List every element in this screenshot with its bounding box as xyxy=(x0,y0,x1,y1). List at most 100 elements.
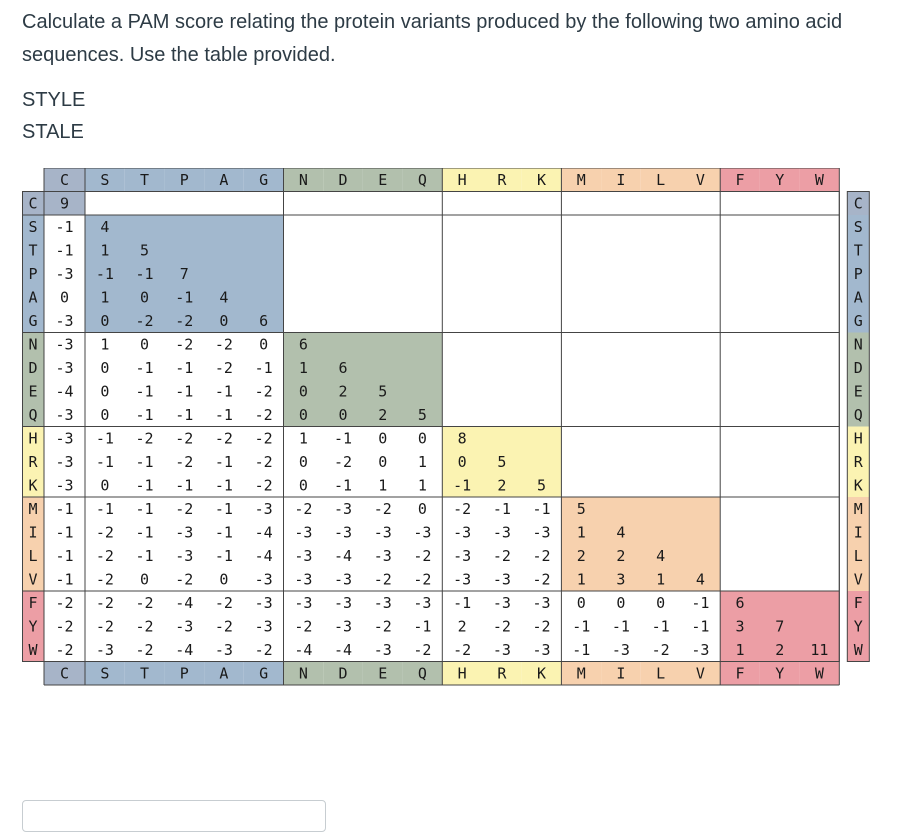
score-R-N: 0 xyxy=(299,453,308,471)
score-Y-N: -2 xyxy=(294,617,312,635)
score-M-E: -2 xyxy=(374,500,392,518)
score-R-E: 0 xyxy=(378,453,387,471)
score-W-C: -2 xyxy=(55,641,73,659)
score-R-D: -2 xyxy=(334,453,352,471)
score-H-A: -2 xyxy=(215,429,233,447)
score-V-H: -3 xyxy=(453,570,471,588)
score-F-I: 0 xyxy=(616,594,625,612)
score-Y-E: -2 xyxy=(374,617,392,635)
score-I-C: -1 xyxy=(55,523,73,541)
score-N-N: 6 xyxy=(299,335,308,353)
row-header-W: W xyxy=(28,641,38,659)
footer-cell xyxy=(164,661,205,685)
score-Q-C: -3 xyxy=(55,406,73,424)
row-header-right-T: T xyxy=(854,241,863,259)
column-footer-A: A xyxy=(219,664,228,682)
score-F-S: -2 xyxy=(96,594,114,612)
score-N-S: 1 xyxy=(100,335,109,353)
score-L-N: -3 xyxy=(294,547,312,565)
row-header-right-Y: Y xyxy=(854,617,863,635)
row-label-cell-right xyxy=(847,638,870,662)
column-header-W: W xyxy=(815,171,825,189)
header-cell xyxy=(402,168,443,192)
score-N-G: 0 xyxy=(259,335,268,353)
footer-cell xyxy=(283,661,324,685)
score-N-A: -2 xyxy=(215,335,233,353)
score-R-S: -1 xyxy=(96,453,114,471)
score-I-K: -3 xyxy=(533,523,551,541)
score-W-L: -2 xyxy=(652,641,670,659)
score-M-P: -2 xyxy=(175,500,193,518)
header-cell xyxy=(482,168,522,192)
score-M-H: -2 xyxy=(453,500,471,518)
score-D-C: -3 xyxy=(55,359,73,377)
score-A-S: 1 xyxy=(100,288,109,306)
row-label-cell xyxy=(22,591,44,615)
header-cell xyxy=(601,168,641,192)
row-header-S: S xyxy=(28,218,37,236)
score-R-R: 5 xyxy=(497,453,506,471)
score-W-A: -3 xyxy=(215,641,233,659)
column-header-L: L xyxy=(656,171,665,189)
group-block xyxy=(720,591,840,662)
header-cell xyxy=(44,168,85,192)
score-Y-C: -2 xyxy=(55,617,73,635)
score-G-A: 0 xyxy=(219,312,228,330)
column-footer-W: W xyxy=(815,664,825,682)
score-L-K: -2 xyxy=(533,547,551,565)
score-W-W: 11 xyxy=(810,641,828,659)
row-header-Q: Q xyxy=(28,406,37,424)
column-footer-F: F xyxy=(736,664,745,682)
column-header-N: N xyxy=(299,171,308,189)
row-header-right-L: L xyxy=(854,547,863,565)
score-C-C: 9 xyxy=(60,194,69,212)
score-W-R: -3 xyxy=(493,641,511,659)
column-header-F: F xyxy=(736,171,745,189)
score-R-H: 0 xyxy=(458,453,467,471)
score-K-H: -1 xyxy=(453,476,471,494)
score-G-T: -2 xyxy=(136,312,154,330)
score-L-C: -1 xyxy=(55,547,73,565)
score-Y-T: -2 xyxy=(136,617,154,635)
column-header-I: I xyxy=(616,171,625,189)
score-W-M: -1 xyxy=(572,641,590,659)
score-E-S: 0 xyxy=(100,382,109,400)
header-cell xyxy=(85,168,125,192)
footer-cell xyxy=(402,661,443,685)
score-M-N: -2 xyxy=(294,500,312,518)
row-label-cell-right xyxy=(847,473,870,497)
footer-cell xyxy=(720,661,760,685)
score-K-R: 2 xyxy=(497,476,506,494)
answer-input[interactable] xyxy=(22,800,326,832)
row-label-cell-right xyxy=(847,614,870,638)
score-P-C: -3 xyxy=(55,265,73,283)
score-E-C: -4 xyxy=(55,382,73,400)
score-R-Q: 1 xyxy=(418,453,427,471)
row-label-cell xyxy=(22,356,44,380)
score-Q-N: 0 xyxy=(299,406,308,424)
score-Q-D: 0 xyxy=(339,406,348,424)
score-V-L: 1 xyxy=(656,570,665,588)
header-cell xyxy=(521,168,562,192)
group-block xyxy=(561,497,721,591)
row-header-H: H xyxy=(28,429,37,447)
column-footer-N: N xyxy=(299,664,308,682)
score-G-C: -3 xyxy=(55,312,73,330)
column-footer-S: S xyxy=(100,664,109,682)
score-M-K: -1 xyxy=(533,500,551,518)
row-header-right-N: N xyxy=(854,335,863,353)
score-W-G: -2 xyxy=(255,641,273,659)
score-E-D: 2 xyxy=(339,382,348,400)
row-label-cell xyxy=(22,285,44,309)
score-F-E: -3 xyxy=(374,594,392,612)
row-header-right-G: G xyxy=(854,312,863,330)
row-label-cell xyxy=(22,215,44,239)
row-label-cell xyxy=(22,497,44,521)
row-header-right-H: H xyxy=(854,429,863,447)
score-I-M: 1 xyxy=(577,523,586,541)
header-cell xyxy=(799,168,840,192)
score-I-I: 4 xyxy=(616,523,625,541)
score-N-C: -3 xyxy=(55,335,73,353)
row-header-D: D xyxy=(28,359,37,377)
score-V-I: 3 xyxy=(616,570,625,588)
